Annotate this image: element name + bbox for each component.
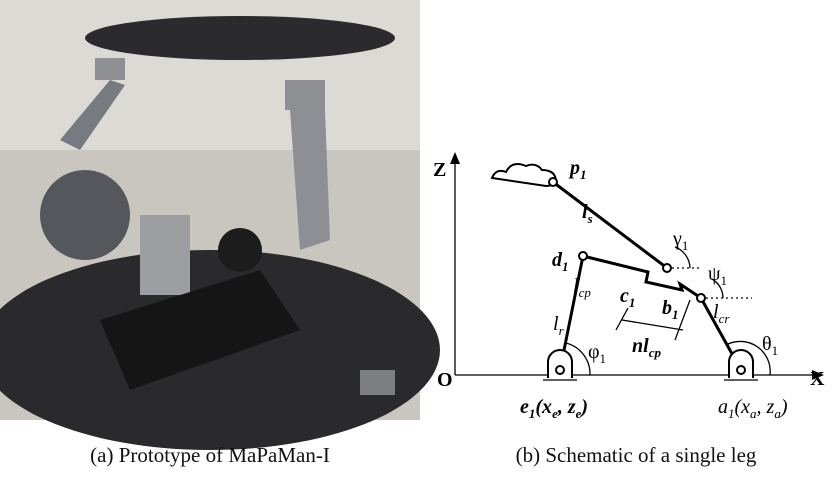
end-effector [492,164,556,186]
label-text: nl [632,335,649,357]
schematic-label: ls [582,201,593,226]
caption-b: (b) Schematic of a single leg [516,443,757,467]
label-text: (x [735,396,751,418]
label-subscript: s [587,211,593,226]
link-platform [583,256,701,298]
label-text: ) [780,396,788,418]
schematic-label: γ1 [672,228,688,253]
label-subscript: 1 [600,351,607,366]
label-subscript: cr [719,311,731,326]
label-text: b [662,297,672,319]
schematic-label: X [810,368,825,390]
label-subscript: 1 [672,307,679,322]
photo-part [285,80,325,110]
schematic-label: b1 [662,297,679,322]
schematic-label: lr [553,313,565,338]
label-subscript: 1 [580,167,587,182]
joint [697,294,705,302]
schematic-label: nlcp [632,335,661,360]
schematic-label: c1 [620,285,635,310]
schematic-label: lcp [573,275,591,300]
photo [0,0,440,450]
photo-part [95,58,125,80]
label-text: , z [557,396,576,418]
schematic-label: d1 [552,249,569,274]
label-text: O [437,369,453,391]
label-text: θ [762,333,772,355]
label-text: ψ [708,263,721,285]
label-subscript: 1 [629,295,636,310]
photo-platform [85,16,395,60]
photo-part [140,215,190,295]
label-text: c [620,285,629,307]
photo-part [360,370,395,395]
label-text: ) [579,396,588,418]
label-subscript: 1 [772,343,779,358]
label-subscript: r [559,323,565,338]
label-subscript: 1 [721,273,728,288]
joint [579,252,587,260]
joint [663,264,671,272]
label-subscript: cp [649,345,662,360]
label-text: (x [535,396,552,418]
caption-a: (a) Prototype of MaPaMan-I [90,443,330,467]
schematic-label: θ1 [762,333,778,358]
dim-line [616,308,628,330]
arrowhead [450,152,460,164]
schematic-label: e1(xe, ze) [520,396,588,421]
photo-part [40,170,130,260]
schematic-label: φ1 [588,341,606,366]
label-subscript: 1 [562,259,569,274]
schematic-label: O [437,369,453,391]
schematic-label: Z [433,159,446,181]
label-text: , z [757,396,775,418]
schematic-label: a1(xa, za) [718,396,788,421]
label-text: γ [672,228,682,250]
label-text: Z [433,159,446,181]
label-subscript: 1 [682,238,689,253]
joint [549,178,557,186]
label-text: a [718,396,728,418]
schematic-label: lcr [713,301,730,326]
label-subscript: cp [579,285,592,300]
schematic-label: ψ1 [708,263,727,288]
pivot-a [724,350,758,380]
photo-part [218,228,262,272]
label-text: p [568,157,580,179]
link-ls [553,182,667,268]
label-text: X [810,368,825,390]
pivot-e [543,350,577,380]
label-text: e [520,396,529,418]
label-text: φ [588,341,600,363]
figure: (a) Prototype of MaPaMan-I (b) Schematic… [0,0,840,478]
schematic-label: p1 [568,157,587,182]
